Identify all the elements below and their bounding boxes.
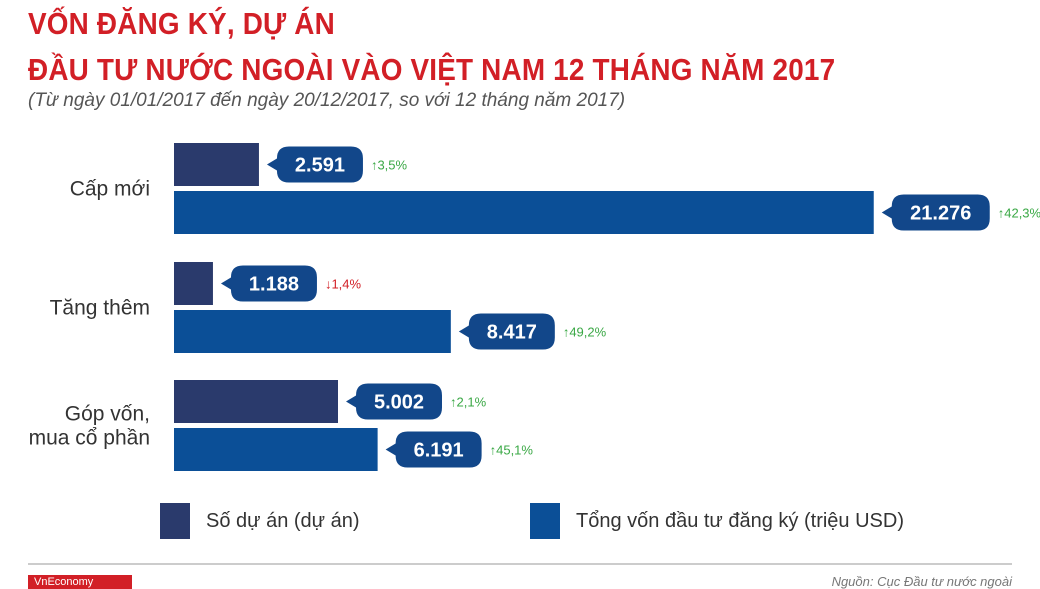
value-bubble: [220, 265, 317, 302]
chart-title-line-2: ĐẦU TƯ NƯỚC NGOÀI VÀO VIỆT NAM 12 THÁNG …: [28, 52, 836, 87]
change-up-label: ↑42,3%: [998, 206, 1040, 221]
legend-item-capital: Tổng vốn đầu tư đăng ký (triệu USD): [530, 503, 904, 539]
capital-bar: [174, 191, 874, 234]
category-label: mua cổ phần: [29, 427, 150, 450]
legend-item-projects: Số dự án (dự án): [160, 503, 360, 539]
value-bubble: [385, 431, 482, 468]
chart-title-line-1: VỐN ĐĂNG KÝ, DỰ ÁN: [28, 6, 335, 41]
project-bar: [174, 262, 213, 305]
change-up-label: ↑2,1%: [450, 395, 487, 410]
legend-swatch-capital: [530, 503, 560, 539]
capital-bar: [174, 428, 378, 471]
data-label: 8.417: [487, 322, 537, 344]
project-bar: [174, 143, 259, 186]
data-label: 1.188: [249, 274, 299, 296]
bar-chart: Cấp mới 2.591 ↑3,5% 21.276 ↑42,3% Tăng thêm 1.…: [29, 143, 1040, 471]
value-bubble: [266, 146, 363, 183]
value-bubble: [458, 313, 555, 350]
legend-label-projects: Số dự án (dự án): [206, 509, 360, 532]
data-label: 6.191: [414, 440, 464, 462]
value-bubble: [881, 194, 990, 231]
footer-logo: VnEconomy: [28, 575, 132, 589]
chart-subtitle: (Từ ngày 01/01/2017 đến ngày 20/12/2017,…: [28, 90, 626, 111]
change-down-label: ↓1,4%: [325, 277, 362, 292]
data-label: 2.591: [295, 155, 345, 177]
capital-bar: [174, 310, 451, 353]
data-label: 21.276: [910, 203, 971, 225]
category-label: Tăng thêm: [50, 297, 150, 320]
value-bubble: [346, 383, 442, 420]
change-up-label: ↑45,1%: [490, 443, 534, 458]
project-bar: [174, 380, 338, 423]
footer-divider: [28, 563, 1012, 565]
change-up-label: ↑49,2%: [563, 325, 607, 340]
footer-source: Nguồn: Cục Đầu tư nước ngoài: [831, 574, 1012, 589]
data-label: 5.002: [374, 392, 424, 414]
category-label: Cấp mới: [70, 178, 150, 201]
legend-label-capital: Tổng vốn đầu tư đăng ký (triệu USD): [576, 509, 904, 532]
legend-swatch-projects: [160, 503, 190, 539]
change-up-label: ↑3,5%: [371, 158, 408, 173]
category-label: Góp vốn,: [65, 403, 150, 426]
